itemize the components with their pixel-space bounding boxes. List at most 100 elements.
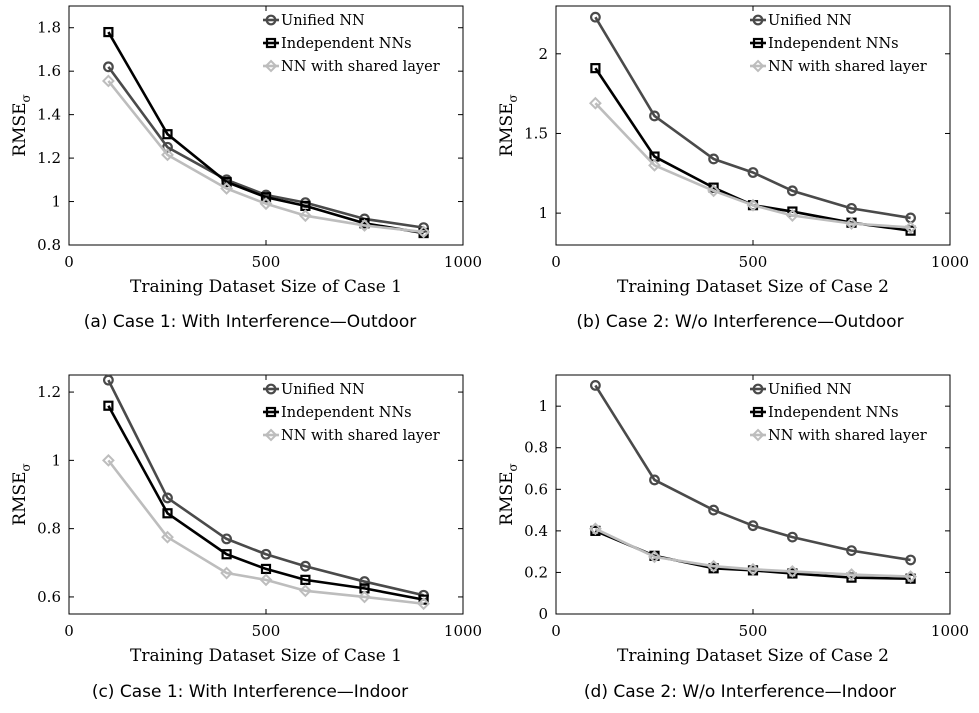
- chart-a-xtick-label: 500: [252, 253, 281, 271]
- chart-a-ylabel-main: RMSE: [10, 102, 30, 156]
- chart-d-legend-label-2: NN with shared layer: [768, 428, 927, 444]
- chart-d-xtick-label: 1000: [931, 622, 969, 640]
- chart-a-series-0-point: [102, 61, 114, 73]
- chart-d-ylabel-main: RMSE: [497, 471, 517, 525]
- chart-a-series-2-point: [161, 148, 174, 162]
- chart-b-ylabel: RMSEσ: [497, 94, 520, 156]
- chart-a-ylabel-subscript: σ: [19, 94, 33, 102]
- chart-d-ytick-label: 1: [538, 397, 548, 415]
- chart-d-legend-marker-1: [752, 406, 764, 418]
- chart-a-series-0: [102, 61, 430, 234]
- chart-b-xtick-label: 0: [551, 253, 561, 271]
- chart-b-legend-label-2: NN with shared layer: [768, 59, 927, 75]
- chart-c-xlabel: Training Dataset Size of Case 1: [130, 646, 402, 666]
- chart-c-series-0-point: [300, 560, 311, 572]
- chart-b-ytick-label: 1: [538, 204, 548, 222]
- chart-c-series-0-point: [221, 533, 233, 545]
- chart-a-legend-marker-1: [265, 37, 277, 49]
- chart-c-xtick-label: 0: [64, 622, 74, 640]
- chart-b-ytick-label: 1.5: [524, 124, 548, 142]
- chart-b-series-2: [588, 96, 918, 234]
- chart-a-legend: Unified NN Independent NNs NN with shared …: [263, 13, 440, 75]
- chart-a-xlabel: Training Dataset Size of Case 1: [130, 277, 402, 297]
- chart-b-series-2-point: [588, 96, 602, 110]
- chart-d-series-2-point: [746, 562, 760, 576]
- chart-a-series-2-line: [107, 80, 424, 234]
- chart-d-legend-marker-0: [752, 383, 764, 395]
- chart-d-series-2-point: [707, 559, 721, 573]
- chart-c-legend: Unified NN Independent NNs NN with shared …: [263, 382, 440, 444]
- chart-d-series-0-point: [846, 545, 857, 557]
- chart-b-series-1-point: [590, 63, 601, 74]
- chart-d-series-2-point: [648, 550, 661, 564]
- chart-b-series-0-point: [590, 11, 601, 23]
- chart-a-legend-label-0: Unified NN: [281, 13, 365, 29]
- chart-a-xtick-label: 1000: [444, 253, 482, 271]
- chart-d-series-0-point: [708, 504, 719, 516]
- chart-c-ylabel: RMSEσ: [10, 463, 33, 525]
- chart-c-series-2-point: [101, 453, 115, 467]
- chart-c-legend-marker-2: [264, 428, 278, 442]
- chart-d-ytick-label: 0.6: [524, 480, 548, 498]
- chart-d-legend-label-1: Independent NNs: [768, 405, 899, 421]
- chart-d-xlabel: Training Dataset Size of Case 2: [617, 646, 889, 666]
- chart-d-series-0-point: [590, 379, 601, 391]
- chart-d-series-0-point: [747, 520, 759, 532]
- chart-a-series-2-point: [358, 219, 371, 232]
- chart-a-series-2: [101, 74, 431, 239]
- chart-d-series-2: [588, 522, 918, 584]
- chart-b-series-2-line: [594, 102, 911, 229]
- chart-a-series-2-point: [298, 209, 312, 223]
- chart-a-series-1-line: [107, 31, 424, 235]
- chart-a: 0 500 1000 0.8 1 1.2 1.4 1.6 1.8 Training Dataset…: [10, 5, 482, 332]
- chart-a-legend-marker-2: [264, 59, 278, 73]
- chart-b-ylabel-subscript: σ: [506, 94, 520, 102]
- chart-c-ylabel-subscript: σ: [19, 463, 33, 471]
- chart-a-caption: (a) Case 1: With Interference—Outdoor: [84, 312, 416, 332]
- chart-d-ytick-label: 0.8: [524, 439, 548, 457]
- chart-d-series-0-point: [787, 531, 798, 543]
- chart-b-legend-marker-1: [752, 37, 764, 49]
- chart-c-series-0-point: [260, 548, 272, 560]
- chart-b-legend-label-0: Unified NN: [768, 13, 852, 29]
- chart-d-ytick-label: 0.2: [524, 563, 548, 581]
- chart-c-series-1-point: [300, 574, 311, 585]
- chart-a-ytick-label: 1: [51, 193, 61, 211]
- chart-c: 0 500 1000 0.6 0.8 1 1.2 Training Dataset Size …: [10, 374, 482, 702]
- chart-a-series-1-point: [260, 192, 272, 203]
- chart-c-series-1-point: [103, 400, 114, 411]
- chart-c-series-0-line: [107, 379, 424, 597]
- chart-a-series-0-point: [162, 141, 173, 153]
- chart-b-legend: Unified NN Independent NNs NN with shared …: [750, 13, 927, 75]
- chart-d-series-2-line: [594, 527, 911, 578]
- chart-a-series-1-point: [103, 26, 114, 38]
- chart-d-series-2-point: [785, 564, 799, 578]
- chart-b-xlabel: Training Dataset Size of Case 2: [617, 277, 889, 297]
- chart-b-legend-marker-2: [751, 59, 765, 73]
- chart-b-ylabel-main: RMSE: [497, 102, 517, 156]
- chart-a-ytick-label: 0.8: [37, 236, 61, 254]
- chart-d-series-0-point: [905, 554, 916, 566]
- chart-c-series-2-line: [107, 459, 424, 606]
- chart-b-legend-marker-0: [752, 14, 764, 26]
- chart-c-legend-label-1: Independent NNs: [281, 405, 412, 421]
- chart-d-caption: (d) Case 2: W/o Interference—Indoor: [584, 682, 896, 702]
- chart-c-xtick-label: 1000: [444, 622, 482, 640]
- chart-b-series-0-line: [594, 16, 911, 220]
- chart-c-ytick-label: 0.8: [37, 520, 61, 538]
- chart-b-series-0-point: [708, 153, 719, 165]
- chart-d-series-2-point: [904, 570, 918, 584]
- chart-c-series-0-point: [102, 374, 114, 386]
- chart-d-series-2-point: [845, 568, 858, 581]
- chart-b-series-2-point: [648, 158, 661, 172]
- chart-d-ytick-label: 0.4: [524, 522, 548, 540]
- chart-b-series-0-point: [846, 202, 857, 214]
- chart-b-legend-label-1: Independent NNs: [768, 36, 899, 52]
- chart-a-ylabel: RMSEσ: [10, 94, 33, 156]
- chart-a-legend-marker-0: [265, 14, 277, 26]
- chart-a-ytick-label: 1.2: [37, 149, 61, 167]
- chart-a-xtick-label: 0: [64, 253, 74, 271]
- chart-b-xtick-label: 500: [739, 253, 768, 271]
- chart-c-series-1-point: [162, 508, 173, 519]
